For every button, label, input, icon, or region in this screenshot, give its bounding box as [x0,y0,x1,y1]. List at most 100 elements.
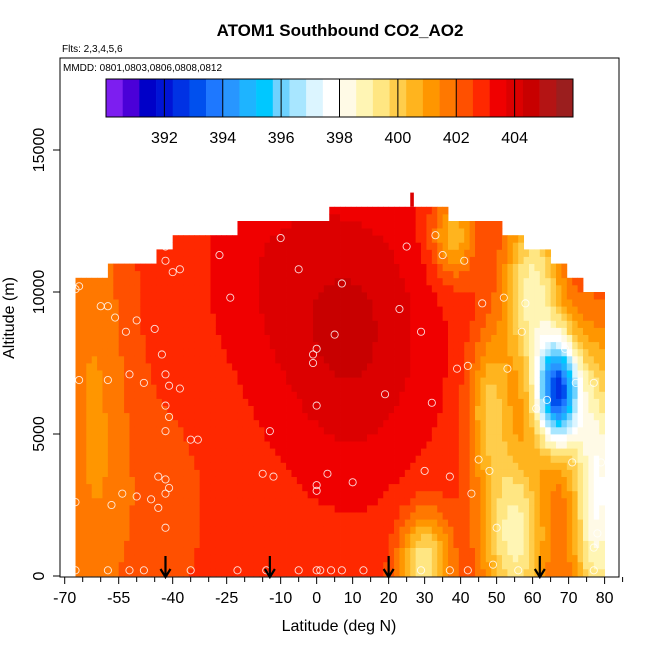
heatmap-cell [323,448,330,456]
heatmap-cell [318,554,325,563]
heatmap-cell [421,391,427,399]
heatmap-cell [199,441,206,449]
heatmap-cell [421,327,427,335]
heatmap-cell [480,547,487,556]
heatmap-cell [399,370,406,378]
heatmap-cell [539,497,546,506]
heatmap-cell [172,263,179,272]
heatmap-cell [356,512,363,520]
heatmap-cell [280,455,287,463]
heatmap-cell [291,341,298,350]
heatmap-cell [91,341,98,350]
heatmap-cell [140,341,147,350]
heatmap-cell [75,512,82,520]
heatmap-cell [215,313,222,321]
heatmap-cell [431,505,438,513]
heatmap-cell [140,398,147,406]
heatmap-cell [340,441,346,449]
heatmap-cell [264,448,271,456]
heatmap-cell [453,448,460,456]
heatmap-cell [221,249,228,257]
heatmap-cell [302,568,309,577]
heatmap-cell [307,306,314,314]
heatmap-cell [404,348,411,357]
heatmap-cell [496,412,503,421]
heatmap-cell [269,377,276,385]
heatmap-cell [248,363,255,371]
heatmap-cell [329,313,336,321]
heatmap-cell [372,320,379,328]
heatmap-cell [556,355,562,364]
heatmap-cell [86,355,93,364]
heatmap-cell [442,334,449,343]
heatmap-cell [372,568,379,577]
heatmap-cell [199,568,206,577]
heatmap-cell [361,483,368,492]
heatmap-cell [475,277,481,286]
heatmap-cell [318,242,325,250]
heatmap-cell [318,327,325,335]
heatmap-cell [80,533,87,541]
heatmap-cell [161,497,168,506]
heatmap-cell [259,533,265,541]
heatmap-cell [221,242,228,250]
heatmap-cell [286,497,292,506]
heatmap-cell [199,462,206,470]
heatmap-cell [518,533,525,541]
heatmap-cell [415,292,422,300]
heatmap-cell [577,398,584,406]
heatmap-cell [129,434,136,442]
heatmap-cell [512,412,519,421]
heatmap-cell [496,384,503,392]
heatmap-cell [140,533,147,541]
heatmap-cell [410,334,417,343]
heatmap-cell [448,412,454,421]
heatmap-cell [275,426,282,435]
heatmap-cell [404,490,411,499]
heatmap-cell [291,405,298,414]
heatmap-cell [577,469,584,477]
heatmap-cell [242,341,249,350]
heatmap-cell [502,505,508,513]
heatmap-cell [485,292,492,300]
heatmap-cell [491,434,498,442]
heatmap-cell [507,540,514,548]
heatmap-cell [572,526,579,534]
heatmap-cell [361,554,368,563]
heatmap-cell [264,434,271,442]
heatmap-cell [188,490,195,499]
heatmap-cell [356,348,363,357]
heatmap-cell [410,540,417,548]
heatmap-cell [561,476,568,485]
heatmap-cell [118,334,125,343]
heatmap-cell [415,221,422,229]
heatmap-cell [334,561,341,570]
heatmap-cell [75,284,82,293]
heatmap-cell [242,462,249,470]
heatmap-cell [107,441,114,449]
heatmap-cell [286,568,292,577]
heatmap-cell [194,334,201,343]
heatmap-cell [507,313,514,321]
heatmap-cell [167,476,174,485]
heatmap-cell [372,284,379,293]
heatmap-cell [91,370,98,378]
heatmap-cell [518,505,525,513]
heatmap-cell [140,334,147,343]
heatmap-cell [80,476,87,485]
heatmap-cell [383,228,390,236]
heatmap-cell [237,313,244,321]
heatmap-cell [296,221,303,229]
heatmap-cell [259,277,265,286]
heatmap-cell [437,483,444,492]
heatmap-cell [394,426,400,435]
heatmap-cell [296,370,303,378]
heatmap-cell [577,348,584,357]
heatmap-cell [259,228,265,236]
heatmap-cell [194,242,201,250]
heatmap-cell [259,320,265,328]
heatmap-cell [583,320,589,328]
heatmap-cell [448,490,454,499]
heatmap-cell [377,547,384,556]
